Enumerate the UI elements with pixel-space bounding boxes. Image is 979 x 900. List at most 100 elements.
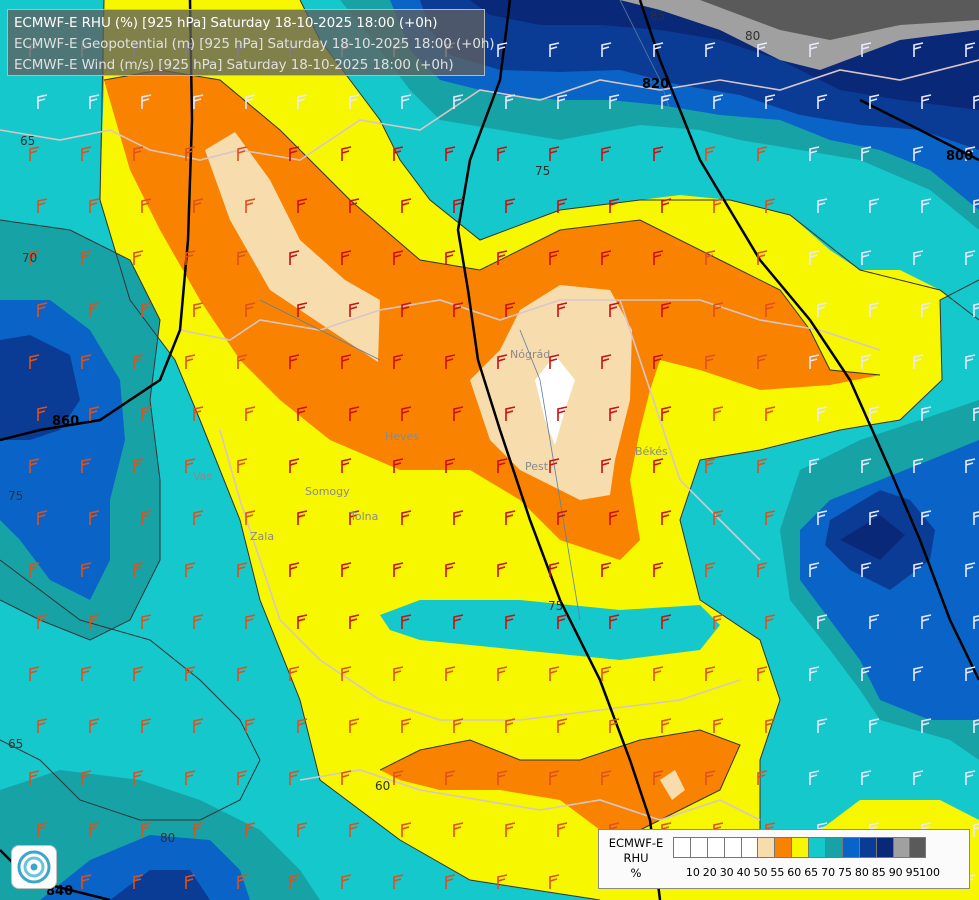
wind-barb-icon	[29, 458, 40, 473]
wind-barb-icon	[237, 250, 248, 265]
legend-tick: 85	[871, 866, 886, 879]
rhu-label: 65	[8, 737, 23, 751]
wind-barb-icon	[653, 666, 664, 681]
wind-barb-icon	[453, 614, 464, 629]
wind-barb-icon	[757, 354, 768, 369]
legend-swatch	[875, 837, 893, 858]
wind-barb-icon	[133, 770, 144, 785]
wind-barb-icon	[141, 510, 152, 525]
rivers	[259, 0, 671, 621]
wind-barb-icon	[453, 198, 464, 213]
wind-barb-icon	[81, 770, 92, 785]
wind-barb-icon	[609, 718, 620, 733]
wind-barb-icon	[245, 822, 256, 837]
legend-ticks: 10 20 30 40 50 55 60 65 70 75 80 85 90 95 100	[673, 866, 963, 880]
wind-barb-icon	[817, 198, 828, 213]
wind-barb-icon	[713, 510, 724, 525]
wind-barb-icon	[37, 718, 48, 733]
wind-barb-icon	[37, 822, 48, 837]
wind-barb-icon	[869, 718, 880, 733]
rhu-label: 75	[8, 489, 23, 503]
wind-barb-icon	[817, 614, 828, 629]
wind-barb-icon	[349, 94, 360, 109]
legend-tick: 40	[736, 866, 751, 879]
wind-barb-icon	[401, 718, 412, 733]
wind-barb-icon	[973, 823, 979, 837]
rhu-label: 75	[535, 164, 550, 178]
legend-swatch	[858, 837, 876, 858]
wind-barb-icon	[497, 458, 508, 473]
wind-barb-icon	[661, 614, 672, 629]
wind-barb-icon	[921, 614, 932, 629]
wind-barb-icon	[289, 770, 300, 785]
legend-swatch	[723, 837, 741, 858]
wind-barb-icon	[965, 146, 976, 161]
wind-barb-icon	[505, 406, 516, 421]
wind-barb-icon	[453, 510, 464, 525]
wind-barb-icon	[861, 562, 872, 577]
wind-barb-icon	[89, 822, 100, 837]
map-title-box: ECMWF-E RHU (%) [925 hPa] Saturday 18-10…	[7, 9, 495, 76]
wind-barb-icon	[445, 770, 456, 785]
wind-barb-icon	[133, 666, 144, 681]
wind-barb-icon	[141, 302, 152, 317]
wind-barb-icon	[497, 666, 508, 681]
wind-barb-icon	[921, 198, 932, 213]
wind-barb-icon	[141, 822, 152, 837]
wind-barb-icon	[237, 562, 248, 577]
wind-barb-icon	[497, 42, 508, 57]
geopotential-label: 800	[946, 149, 973, 164]
wind-barbs	[29, 42, 979, 889]
legend-swatch	[774, 837, 792, 858]
legend-tick: 60	[787, 866, 802, 879]
wind-barb-icon	[245, 614, 256, 629]
wind-barb-icon	[705, 250, 716, 265]
wind-barb-icon	[81, 146, 92, 161]
rhu-legend: ECMWF-E RHU % 10 20 30 40 50 55 60 65 70 75 80 85 90…	[598, 829, 970, 889]
wind-barb-icon	[601, 666, 612, 681]
wind-barb-icon	[861, 458, 872, 473]
wind-barb-icon	[445, 874, 456, 889]
wind-barb-icon	[349, 822, 360, 837]
wind-barb-icon	[601, 42, 612, 57]
wind-barb-icon	[913, 146, 924, 161]
wind-barb-icon	[185, 874, 196, 889]
wind-barb-icon	[809, 146, 820, 161]
wind-barb-icon	[653, 42, 664, 57]
wind-barb-icon	[861, 250, 872, 265]
wind-barb-icon	[505, 718, 516, 733]
wind-barb-icon	[921, 302, 932, 317]
place-label: Nógrád	[510, 348, 550, 361]
legend-swatch	[909, 837, 927, 858]
wind-barb-icon	[297, 822, 308, 837]
place-label: Vas	[193, 470, 212, 483]
wind-barb-icon	[817, 510, 828, 525]
wind-barb-icon	[289, 354, 300, 369]
wind-barb-icon	[973, 511, 979, 525]
legend-tick: 95	[905, 866, 920, 879]
wind-barb-icon	[661, 302, 672, 317]
legend-tick: 90	[888, 866, 903, 879]
wind-barb-icon	[609, 94, 620, 109]
wind-barb-icon	[965, 562, 976, 577]
wind-barb-icon	[557, 198, 568, 213]
wind-barb-icon	[341, 354, 352, 369]
wind-barb-icon	[401, 302, 412, 317]
wind-barb-icon	[453, 406, 464, 421]
wind-barb-icon	[341, 250, 352, 265]
title-geopotential: ECMWF-E Geopotential (m) [925 hPa] Satur…	[14, 36, 495, 52]
wind-barb-icon	[29, 666, 40, 681]
wind-barb-icon	[713, 718, 724, 733]
wind-barb-icon	[973, 95, 979, 109]
wind-barb-icon	[557, 510, 568, 525]
wind-barb-icon	[81, 666, 92, 681]
rhu-label: 80	[160, 831, 175, 845]
wind-barb-icon	[661, 198, 672, 213]
wind-barb-icon	[557, 822, 568, 837]
wind-barb-icon	[609, 510, 620, 525]
wind-barb-icon	[237, 458, 248, 473]
wind-barb-icon	[973, 303, 979, 317]
wind-barb-icon	[661, 406, 672, 421]
wind-barb-icon	[89, 718, 100, 733]
